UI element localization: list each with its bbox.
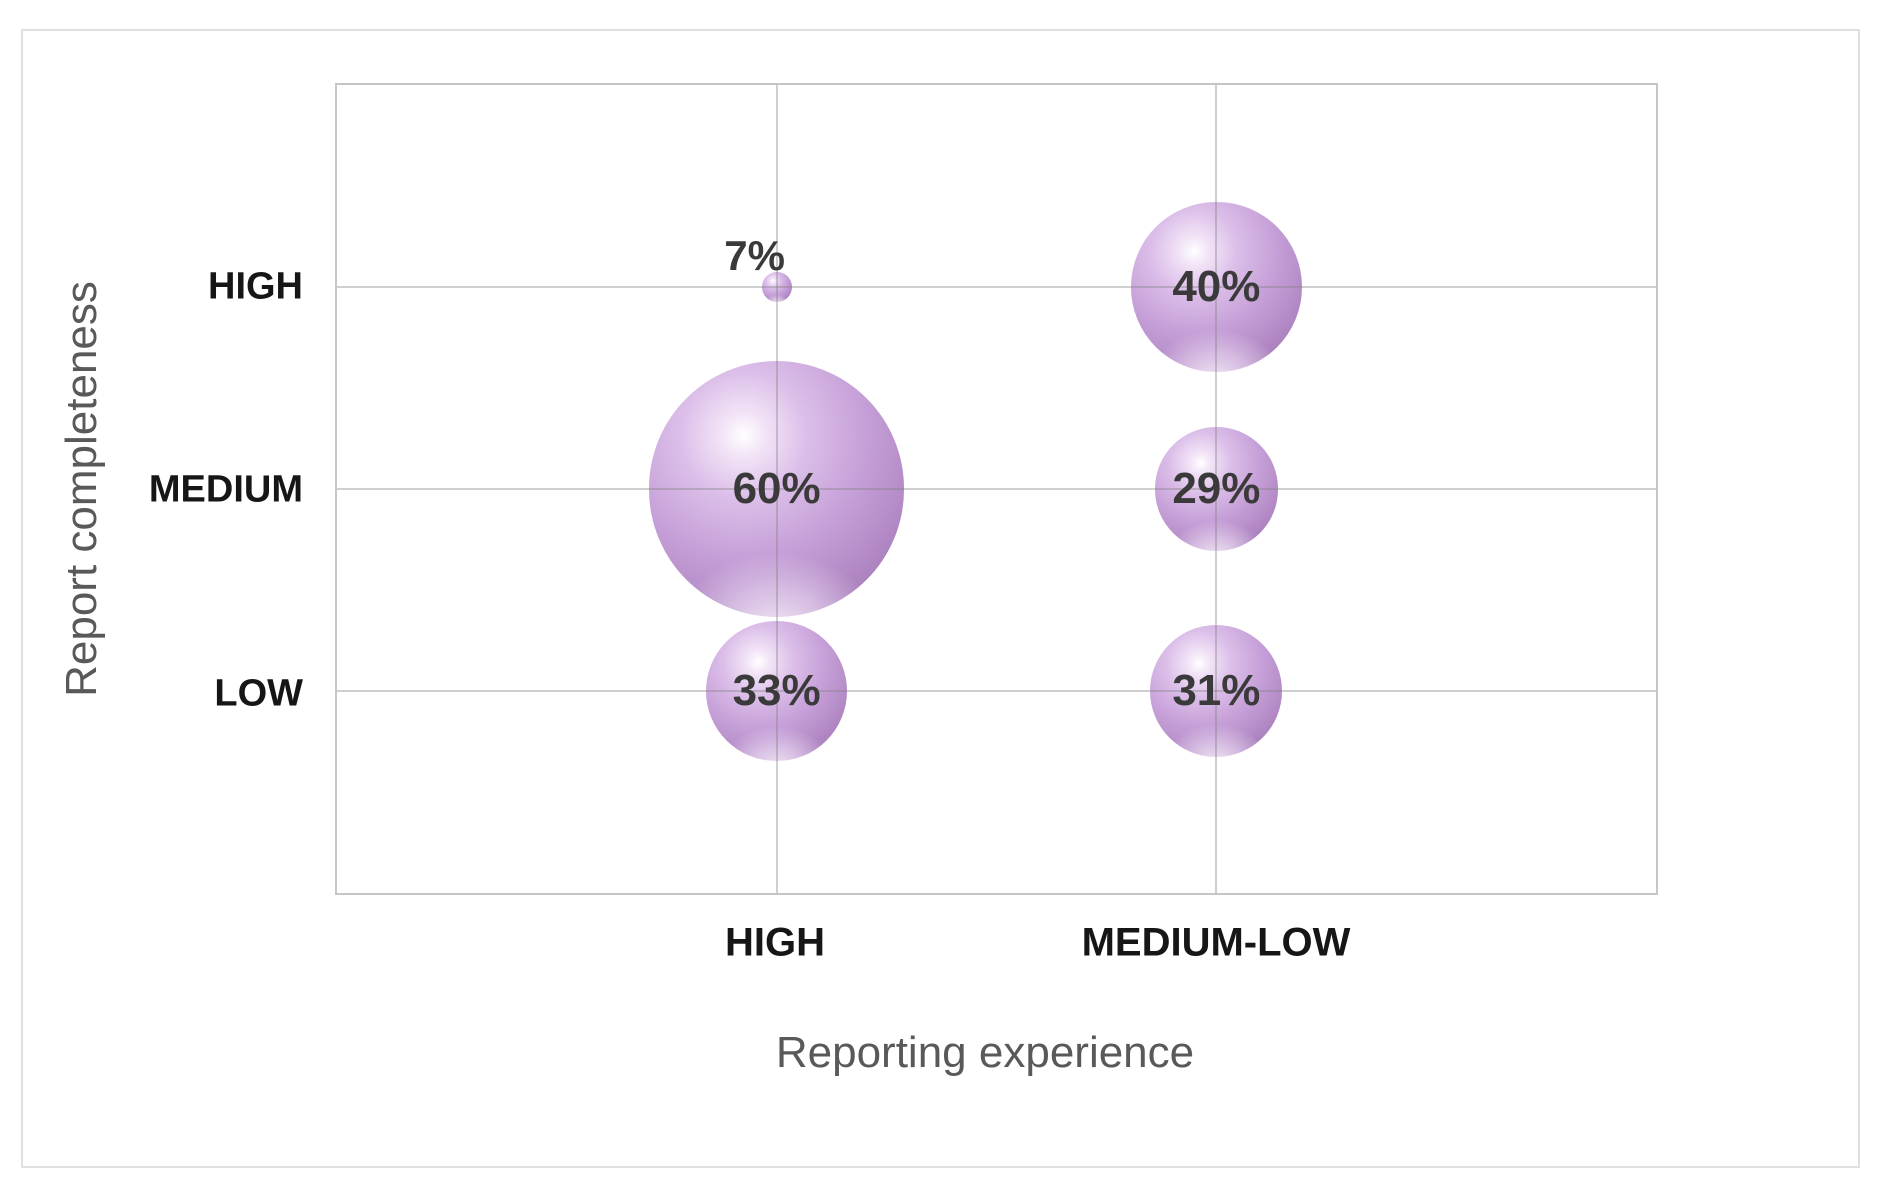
y-tick-low: LOW bbox=[214, 672, 303, 715]
bubble-high-high bbox=[761, 272, 792, 302]
horizontal-gridline bbox=[337, 690, 1656, 692]
y-tick-high: HIGH bbox=[208, 265, 303, 308]
bubble-medium-low-low bbox=[1150, 624, 1283, 758]
horizontal-gridline bbox=[337, 488, 1656, 490]
x-axis-title: Reporting experience bbox=[775, 1028, 1195, 1077]
y-tick-medium: MEDIUM bbox=[148, 468, 303, 511]
vertical-gridline bbox=[775, 85, 778, 893]
bubble-label-31pct: 31% bbox=[1172, 666, 1261, 715]
x-tick-medium-low: MEDIUM-LOW bbox=[1081, 920, 1351, 965]
bubble-label-33pct: 33% bbox=[732, 666, 821, 715]
x-tick-high: HIGH bbox=[725, 920, 825, 965]
bubble-label-29pct: 29% bbox=[1172, 464, 1261, 513]
bubble-label-60pct: 60% bbox=[732, 464, 821, 513]
bubble-high-medium bbox=[648, 361, 905, 617]
bubble-high-low bbox=[706, 620, 847, 762]
horizontal-gridline bbox=[337, 286, 1656, 288]
vertical-gridline bbox=[1215, 85, 1218, 893]
bubble-label-40pct: 40% bbox=[1172, 262, 1261, 311]
bubble-medium-low-medium bbox=[1154, 427, 1279, 551]
bubble-medium-low-high bbox=[1131, 201, 1302, 373]
plot-area: 7% 60% 33% 40% 29% 31% bbox=[335, 83, 1658, 895]
bubble-label-7pct: 7% bbox=[724, 232, 785, 280]
